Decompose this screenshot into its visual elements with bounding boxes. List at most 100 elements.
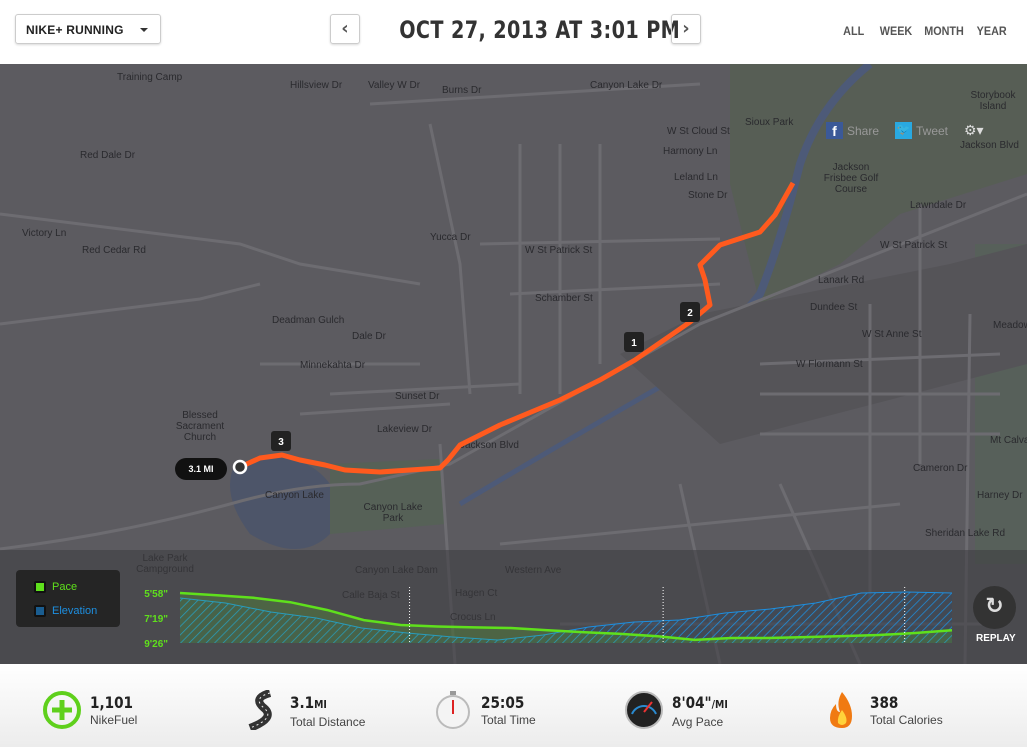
stat-label: Avg Pace: [672, 715, 724, 729]
legend-pace-label: Pace: [52, 581, 78, 593]
map-street-label: Harney Dr: [977, 490, 1023, 501]
map-street-label: Stone Dr: [688, 190, 728, 201]
map-street-label: Canyon Lake Dr: [590, 80, 663, 91]
map-street-label: Sunset Dr: [395, 391, 440, 402]
map-street-label: Meadow View Cem: [993, 320, 1027, 331]
map-street-label: Canyon Lake: [265, 490, 324, 501]
range-year[interactable]: YEAR: [976, 24, 1007, 38]
stat-value: 8'04"/MI: [672, 693, 728, 712]
settings-button[interactable]: ⚙▾: [964, 122, 984, 139]
road-icon: [248, 690, 272, 730]
stat-value: 1,101: [90, 693, 134, 712]
elevation-swatch: [34, 605, 46, 617]
map-street-label: Red Cedar Rd: [82, 245, 146, 256]
header: NIKE+ RUNNING ‹ OCT 27, 2013 AT 3:01 PM …: [0, 0, 1027, 64]
map-street-label: Valley W Dr: [368, 80, 421, 91]
range-month[interactable]: MONTH: [924, 24, 964, 38]
stat-time: 25:05 Total Time: [433, 691, 536, 730]
nikefuel-icon: [43, 691, 81, 729]
route-layer: 1 2 3 3.1 MI: [175, 181, 796, 480]
chart-band: [0, 550, 1027, 664]
stat-label: Total Time: [481, 713, 536, 727]
map-street-label: Dale Dr: [352, 331, 386, 342]
stats-bar: 1,101 NikeFuel 3.1MI Total Distance 25:05 T…: [0, 664, 1027, 747]
map-street-label: Sheridan Lake Rd: [925, 528, 1006, 539]
map-street-label: Dundee St: [810, 302, 858, 313]
map-street-label: Burns Dr: [442, 85, 482, 96]
map-street-label: Lawndale Dr: [910, 200, 967, 211]
tweet-button[interactable]: 🐦 Tweet: [895, 122, 948, 139]
stat-value: 388: [870, 693, 899, 712]
park-area: [330, 459, 445, 534]
mile-marker-2[interactable]: 2: [680, 302, 700, 322]
route-line: [238, 181, 796, 475]
mile-marker-1[interactable]: 1: [624, 332, 644, 352]
distance-flag-label: 3.1 MI: [188, 464, 213, 474]
map-street-label: Leland Ln: [674, 172, 718, 183]
legend-elevation-label: Elevation: [52, 605, 98, 617]
flame-icon: [830, 692, 852, 728]
distance-flag: 3.1 MI: [175, 458, 248, 480]
tweet-label: Tweet: [916, 123, 949, 138]
speedometer-icon: [625, 691, 663, 729]
range-week[interactable]: WEEK: [879, 24, 913, 38]
map-street-label: Sioux Park: [745, 117, 794, 128]
map-street-label: W St Anne St: [862, 329, 922, 340]
legend-elevation[interactable]: Elevation: [34, 605, 97, 617]
previous-run-button[interactable]: ‹: [330, 14, 360, 44]
stopwatch-icon: [436, 691, 470, 729]
legend-pace[interactable]: Pace: [34, 581, 77, 593]
stat-distance: 3.1MI Total Distance: [242, 690, 366, 730]
replay-icon: ↻: [985, 594, 1004, 619]
pace-swatch: [34, 581, 46, 593]
stat-pace: 8'04"/MI Avg Pace: [624, 691, 738, 730]
range-all[interactable]: ALL: [843, 24, 865, 38]
area: [620, 244, 1027, 444]
facebook-share-button[interactable]: f Share: [826, 122, 879, 139]
caret-down-icon: [140, 28, 148, 36]
mile-marker-label: 3: [278, 437, 284, 448]
map-street-label: Jackson Blvd: [960, 140, 1019, 151]
stat-nikefuel: 1,101 NikeFuel: [42, 691, 141, 730]
map-street-label: Canyon Lake Park: [363, 502, 423, 524]
map-street-label: Minnekahta Dr: [300, 360, 366, 371]
stat-label: Total Calories: [870, 713, 943, 727]
map-street-label: Deadman Gulch: [272, 315, 345, 326]
map-street-label: Cameron Dr: [913, 463, 968, 474]
map-street-label: W St Cloud St: [667, 126, 730, 137]
map-street-label: Blessed Sacrament Church: [175, 410, 225, 443]
stat-calories: 388 Total Calories: [822, 692, 943, 730]
map-street-label: W Flormann St: [796, 359, 863, 370]
cemetery-area: [975, 484, 1027, 564]
twitter-icon: 🐦: [895, 122, 912, 139]
mile-marker-label: 2: [687, 308, 693, 319]
map-street-label: Lakeview Dr: [377, 424, 433, 435]
map-street-label: Hillsview Dr: [290, 80, 343, 91]
map-street-label: Lanark Rd: [818, 275, 865, 286]
replay-label: REPLAY: [976, 633, 1016, 644]
map-street-label: W St Patrick St: [525, 245, 593, 256]
map-street-label: Storybook Island: [970, 90, 1016, 112]
share-label: Share: [847, 123, 880, 138]
stat-label: Total Distance: [290, 715, 366, 729]
map-base: [0, 64, 1027, 664]
facebook-icon: f: [826, 122, 843, 139]
stat-value: 3.1MI: [290, 693, 327, 712]
park-area: [730, 64, 1027, 304]
map-street-label: Schamber St: [535, 293, 593, 304]
map-street-label: W St Patrick St: [880, 240, 948, 251]
mile-marker-3[interactable]: 3: [271, 431, 291, 451]
chart-legend: Pace Elevation: [16, 570, 120, 627]
map-street-label: Red Dale Dr: [80, 150, 136, 161]
map-street-label: Jackson Frisbee Golf Course: [823, 162, 879, 195]
next-run-button[interactable]: ›: [671, 14, 701, 44]
app-selector-dropdown[interactable]: NIKE+ RUNNING: [15, 14, 161, 44]
mile-marker-label: 1: [631, 338, 637, 349]
stat-label: NikeFuel: [90, 713, 138, 727]
map-street-label: Victory Ln: [22, 228, 67, 239]
run-title: OCT 27, 2013 AT 3:01 PM: [399, 16, 681, 44]
gear-icon: ⚙▾: [964, 122, 984, 138]
map-street-label: Jackson Blvd: [460, 440, 519, 451]
map-street-label: Yucca Dr: [430, 232, 471, 243]
replay-button[interactable]: ↻: [973, 586, 1016, 629]
